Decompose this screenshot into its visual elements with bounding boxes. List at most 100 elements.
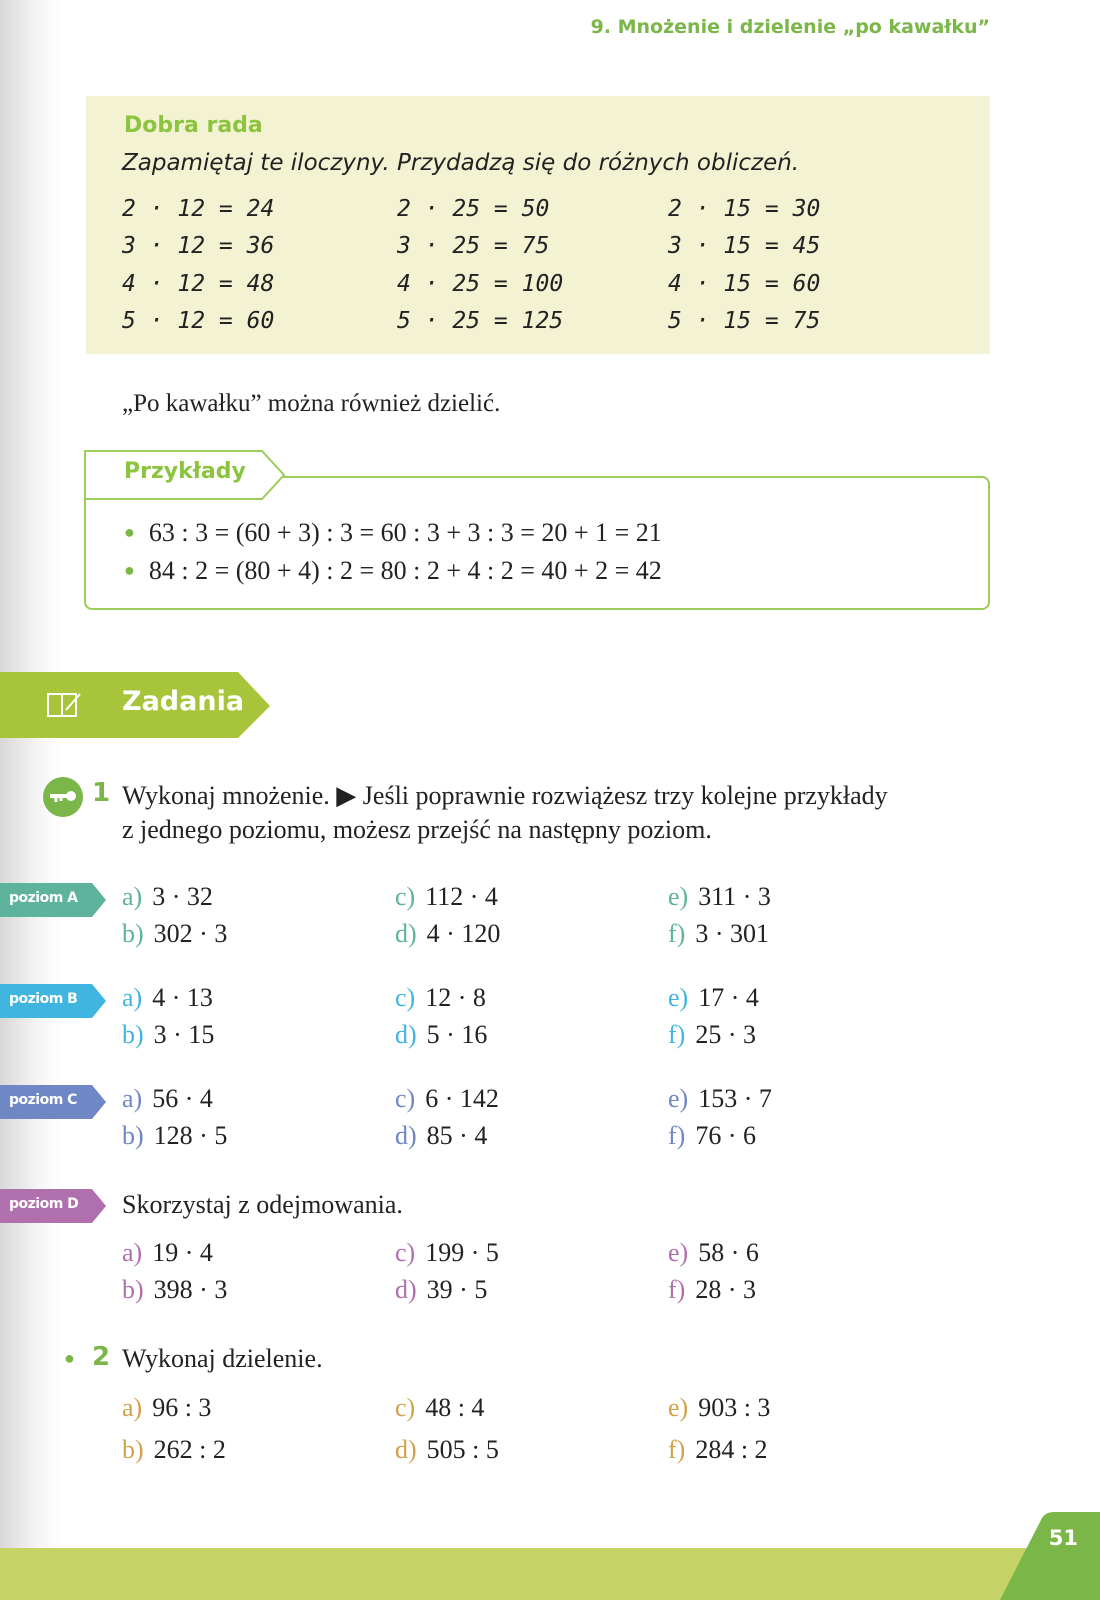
exercise-item: e) 311 · 3 — [668, 882, 771, 912]
tip-text: Zapamiętaj te iloczyny. Przydadzą się do… — [122, 150, 800, 176]
item-letter: f) — [668, 919, 686, 948]
item-expression: 5 · 16 — [426, 1020, 488, 1049]
item-letter: a) — [122, 882, 143, 911]
product-fact: 4 · 25 = 100 — [397, 271, 564, 297]
item-letter: e) — [668, 1238, 689, 1267]
exercise-item: c) 112 · 4 — [395, 882, 498, 912]
item-expression: 6 · 142 — [425, 1084, 499, 1113]
item-expression: 3 · 15 — [153, 1020, 215, 1049]
item-letter: b) — [122, 1020, 144, 1049]
item-expression: 128 · 5 — [153, 1121, 228, 1150]
item-expression: 58 · 6 — [698, 1238, 759, 1267]
item-expression: 3 · 301 — [695, 919, 769, 948]
item-letter: d) — [395, 1435, 417, 1464]
item-letter: c) — [395, 1084, 416, 1113]
bullet-icon: ● — [124, 522, 135, 542]
exercise-item: d) 85 · 4 — [395, 1121, 487, 1151]
task-number: 2 — [92, 1342, 111, 1372]
tip-title: Dobra rada — [124, 113, 263, 138]
exercise-item: a) 3 · 32 — [122, 882, 213, 912]
bullet-icon: ● — [64, 1348, 75, 1368]
exercise-item: f) 28 · 3 — [668, 1275, 756, 1305]
item-expression: 112 · 4 — [425, 882, 498, 911]
exercise-item: b) 3 · 15 — [122, 1020, 214, 1050]
item-letter: c) — [395, 983, 416, 1012]
item-letter: f) — [668, 1275, 686, 1304]
item-letter: b) — [122, 1435, 144, 1464]
item-expression: 903 : 3 — [698, 1393, 771, 1422]
example-line: ● 63 : 3 = (60 + 3) : 3 = 60 : 3 + 3 : 3 … — [124, 518, 662, 548]
item-letter: c) — [395, 882, 416, 911]
exercise-item: b) 128 · 5 — [122, 1121, 227, 1151]
item-letter: a) — [122, 1393, 143, 1422]
examples-tab — [84, 450, 286, 500]
item-letter: a) — [122, 1238, 143, 1267]
product-fact: 2 · 12 = 24 — [122, 196, 275, 222]
product-fact: 4 · 15 = 60 — [668, 271, 821, 297]
chapter-title: 9. Mnożenie i dzielenie „po kawałku” — [590, 16, 990, 38]
item-letter: e) — [668, 882, 689, 911]
tip-box — [86, 96, 990, 354]
item-expression: 85 · 4 — [426, 1121, 488, 1150]
item-expression: 4 · 13 — [152, 983, 213, 1012]
exercise-item: d) 4 · 120 — [395, 919, 500, 949]
item-expression: 398 · 3 — [153, 1275, 228, 1304]
exercise-item: d) 39 · 5 — [395, 1275, 487, 1305]
item-letter: e) — [668, 983, 689, 1012]
exercise-item: a) 56 · 4 — [122, 1084, 213, 1114]
level-badge: poziom B — [0, 984, 108, 1018]
exercise-item: c) 48 : 4 — [395, 1393, 484, 1423]
item-letter: d) — [395, 1121, 417, 1150]
item-expression: 48 : 4 — [425, 1393, 485, 1422]
product-fact: 3 · 15 = 45 — [668, 233, 821, 259]
exercise-item: b) 262 : 2 — [122, 1435, 226, 1465]
exercise-item: e) 153 · 7 — [668, 1084, 772, 1114]
bullet-icon: ● — [124, 560, 135, 580]
exercise-item: f) 25 · 3 — [668, 1020, 756, 1050]
product-fact: 5 · 25 = 125 — [397, 308, 564, 334]
exercise-item: b) 302 · 3 — [122, 919, 227, 949]
item-letter: f) — [668, 1435, 686, 1464]
page-number: 51 — [1048, 1526, 1078, 1550]
exercise-item: f) 284 : 2 — [668, 1435, 768, 1465]
item-expression: 76 · 6 — [695, 1121, 756, 1150]
level-badge: poziom D — [0, 1189, 108, 1223]
task-instruction-line: Wykonaj mnożenie. ▶ Jeśli poprawnie rozw… — [122, 781, 888, 810]
product-fact: 5 · 15 = 75 — [668, 308, 821, 334]
level-label: poziom C — [9, 1092, 77, 1108]
exercise-item: e) 903 : 3 — [668, 1393, 770, 1423]
task-instruction: Wykonaj dzielenie. — [122, 1344, 323, 1373]
item-letter: f) — [668, 1121, 686, 1150]
product-fact: 5 · 12 = 60 — [122, 308, 275, 334]
item-expression: 19 · 4 — [152, 1238, 213, 1267]
item-expression: 153 · 7 — [698, 1084, 772, 1113]
bottom-bar — [0, 1548, 1100, 1600]
item-letter: b) — [122, 919, 144, 948]
item-letter: c) — [395, 1238, 416, 1267]
exercise-item: b) 398 · 3 — [122, 1275, 227, 1305]
exercise-item: f) 76 · 6 — [668, 1121, 756, 1151]
exercise-item: d) 505 : 5 — [395, 1435, 499, 1465]
examples-box — [84, 476, 990, 610]
exercise-item: c) 199 · 5 — [395, 1238, 499, 1268]
item-letter: f) — [668, 1020, 686, 1049]
item-expression: 3 · 32 — [152, 882, 213, 911]
page-number-tab — [1000, 1512, 1100, 1600]
product-fact: 3 · 12 = 36 — [122, 233, 275, 259]
item-letter: a) — [122, 1084, 143, 1113]
level-instruction: Skorzystaj z odejmowania. — [122, 1190, 403, 1219]
level-label: poziom A — [9, 890, 78, 906]
item-expression: 96 : 3 — [152, 1393, 212, 1422]
book-pencil-icon — [47, 693, 81, 717]
task-instruction: Wykonaj mnożenie. ▶ Jeśli poprawnie rozw… — [122, 779, 888, 847]
item-letter: d) — [395, 919, 417, 948]
item-expression: 39 · 5 — [426, 1275, 488, 1304]
item-expression: 17 · 4 — [698, 983, 759, 1012]
item-expression: 28 · 3 — [695, 1275, 756, 1304]
level-label: poziom B — [9, 991, 78, 1007]
item-expression: 199 · 5 — [425, 1238, 499, 1267]
level-label: poziom D — [9, 1196, 79, 1212]
example-line: ● 84 : 2 = (80 + 4) : 2 = 80 : 2 + 4 : 2 … — [124, 556, 662, 586]
item-expression: 505 : 5 — [426, 1435, 499, 1464]
exercise-item: a) 19 · 4 — [122, 1238, 213, 1268]
